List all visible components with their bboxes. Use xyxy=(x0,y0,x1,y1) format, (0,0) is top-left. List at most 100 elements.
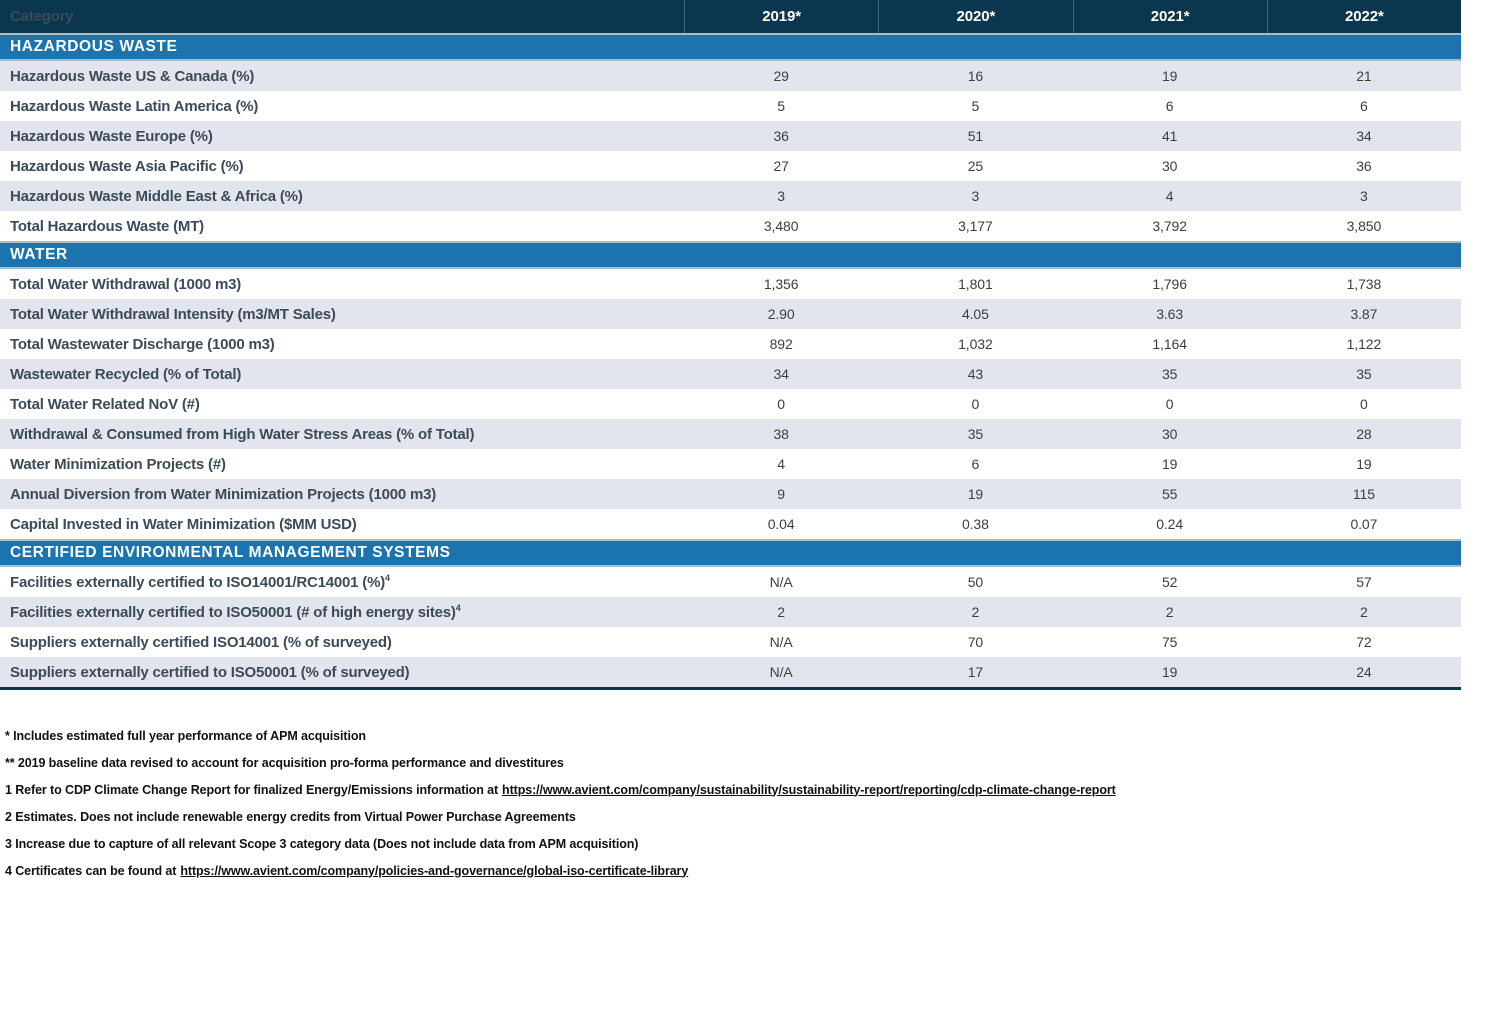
section-header-certified-environmental-management-systems: CERTIFIED ENVIRONMENTAL MANAGEMENT SYSTE… xyxy=(0,539,1461,567)
row-label: Facilities externally certified to ISO50… xyxy=(10,603,461,621)
table-row: Suppliers externally certified to ISO500… xyxy=(0,657,1461,687)
value-cell: 0.38 xyxy=(961,516,989,532)
footnote: 3 Increase due to capture of all relevan… xyxy=(5,830,1494,857)
footnote-text: ** 2019 baseline data revised to account… xyxy=(5,755,564,770)
value-cell: 38 xyxy=(773,426,789,442)
value-cell: 0.24 xyxy=(1156,516,1184,532)
footnote: 4 Certificates can be found at https://ww… xyxy=(5,857,1494,884)
value-cell: 4 xyxy=(777,456,785,472)
value-cell: 28 xyxy=(1356,426,1372,442)
value-cell: N/A xyxy=(769,634,793,650)
row-label: Hazardous Waste Latin America (%) xyxy=(10,97,259,115)
value-cell: 1,738 xyxy=(1346,276,1382,292)
footnote-text: 4 Certificates can be found at xyxy=(5,863,177,878)
value-cell: 4 xyxy=(1165,188,1174,204)
value-cell: 3 xyxy=(777,188,785,204)
footnote-link[interactable]: https://www.avient.com/company/policies-… xyxy=(180,863,689,878)
footnote-link[interactable]: https://www.avient.com/company/sustainab… xyxy=(502,782,1116,797)
table-row: Total Hazardous Waste (MT) 3,480 3,177 3,79… xyxy=(0,211,1461,241)
value-cell: 0 xyxy=(971,396,980,412)
value-cell: 25 xyxy=(967,158,984,174)
row-label: Hazardous Waste Europe (%) xyxy=(10,127,213,145)
footnote-text: 2 Estimates. Does not include renewable … xyxy=(5,809,576,824)
value-cell: 1,356 xyxy=(763,276,799,292)
row-label: Capital Invested in Water Minimization (… xyxy=(10,515,357,533)
table-bottom-border xyxy=(0,687,1461,690)
value-cell: 5 xyxy=(971,98,980,114)
value-cell: 70 xyxy=(967,634,984,650)
footnote-text: 1 Refer to CDP Climate Change Report for… xyxy=(5,782,499,797)
table-row: Suppliers externally certified ISO14001 … xyxy=(0,627,1461,657)
value-cell: 0 xyxy=(1165,396,1174,412)
value-cell: 6 xyxy=(971,456,980,472)
table-row: Facilities externally certified to ISO14… xyxy=(0,567,1461,597)
value-cell: 2 xyxy=(971,604,980,620)
value-cell: 3,792 xyxy=(1152,218,1187,234)
row-label: Hazardous Waste US & Canada (%) xyxy=(10,67,255,85)
column-header-2019: 2019* xyxy=(684,0,878,33)
table-row: Water Minimization Projects (#) 4 6 19 19 xyxy=(0,449,1461,479)
value-cell: 3 xyxy=(1360,188,1368,204)
value-cell: 19 xyxy=(1356,456,1372,472)
footnote: 1 Refer to CDP Climate Change Report for… xyxy=(5,776,1494,803)
row-label: Total Hazardous Waste (MT) xyxy=(10,217,204,235)
value-cell: 5 xyxy=(777,98,785,114)
value-cell: 3.87 xyxy=(1350,306,1378,322)
value-cell: 2 xyxy=(777,604,785,620)
value-cell: 36 xyxy=(773,128,789,144)
value-cell: 72 xyxy=(1356,634,1372,650)
value-cell: 57 xyxy=(1356,574,1372,590)
value-cell: 2.90 xyxy=(767,306,795,322)
table-row: Hazardous Waste Latin America (%) 5 5 6 6 xyxy=(0,91,1461,121)
value-cell: 30 xyxy=(1161,158,1178,174)
value-cell: 50 xyxy=(967,574,984,590)
value-cell: 6 xyxy=(1360,98,1368,114)
value-cell: 27 xyxy=(773,158,789,174)
row-label: Suppliers externally certified ISO14001 … xyxy=(10,633,392,651)
value-cell: 36 xyxy=(1356,158,1372,174)
column-header-2022: 2022* xyxy=(1266,0,1461,33)
row-label: Water Minimization Projects (#) xyxy=(10,455,226,473)
value-cell: 16 xyxy=(967,68,984,84)
value-cell: 0 xyxy=(777,396,785,412)
value-cell: 51 xyxy=(967,128,984,144)
row-label: Total Water Related NoV (#) xyxy=(10,395,200,413)
value-cell: 6 xyxy=(1165,98,1174,114)
value-cell: 9 xyxy=(777,486,785,502)
value-cell: 4.05 xyxy=(961,306,989,322)
column-header-2021: 2021* xyxy=(1072,0,1267,33)
value-cell: 115 xyxy=(1352,486,1375,502)
value-cell: 17 xyxy=(967,664,984,680)
value-cell: 892 xyxy=(769,336,793,352)
table-row: Annual Diversion from Water Minimization… xyxy=(0,479,1461,509)
value-cell: 1,032 xyxy=(958,336,993,352)
table-row: Total Water Withdrawal Intensity (m3/MT … xyxy=(0,299,1461,329)
value-cell: 24 xyxy=(1356,664,1372,680)
table-row: Total Water Withdrawal (1000 m3) 1,356 1,8… xyxy=(0,269,1461,299)
value-cell: 0.04 xyxy=(767,516,795,532)
row-label: Hazardous Waste Asia Pacific (%) xyxy=(10,157,244,175)
value-cell: N/A xyxy=(769,664,793,680)
value-cell: 19 xyxy=(1161,664,1178,680)
table-row: Capital Invested in Water Minimization (… xyxy=(0,509,1461,539)
esg-data-table: Category 2019* 2020* 2021* 2022* HAZARDO… xyxy=(0,0,1461,690)
column-header-category: Category xyxy=(10,8,74,25)
value-cell: 2 xyxy=(1360,604,1368,620)
row-label: Total Water Withdrawal Intensity (m3/MT … xyxy=(10,305,336,323)
value-cell: 0.07 xyxy=(1350,516,1378,532)
value-cell: 3,850 xyxy=(1346,218,1382,234)
column-header-2020: 2020* xyxy=(878,0,1072,33)
value-cell: 29 xyxy=(773,68,789,84)
table-row: Wastewater Recycled (% of Total) 34 43 35 35 xyxy=(0,359,1461,389)
table-row: Hazardous Waste US & Canada (%) 29 16 19 21 xyxy=(0,61,1461,91)
value-cell: 52 xyxy=(1161,574,1178,590)
report-page: Category 2019* 2020* 2021* 2022* HAZARDO… xyxy=(0,0,1494,884)
value-cell: 0 xyxy=(1360,396,1368,412)
table-row: Total Water Related NoV (#) 0 0 0 0 xyxy=(0,389,1461,419)
footnotes: * Includes estimated full year performan… xyxy=(0,722,1494,884)
row-label: Suppliers externally certified to ISO500… xyxy=(10,663,410,681)
value-cell: 55 xyxy=(1161,486,1178,502)
value-cell: 34 xyxy=(1356,128,1372,144)
row-label: Hazardous Waste Middle East & Africa (%) xyxy=(10,187,303,205)
row-label: Facilities externally certified to ISO14… xyxy=(10,573,390,591)
